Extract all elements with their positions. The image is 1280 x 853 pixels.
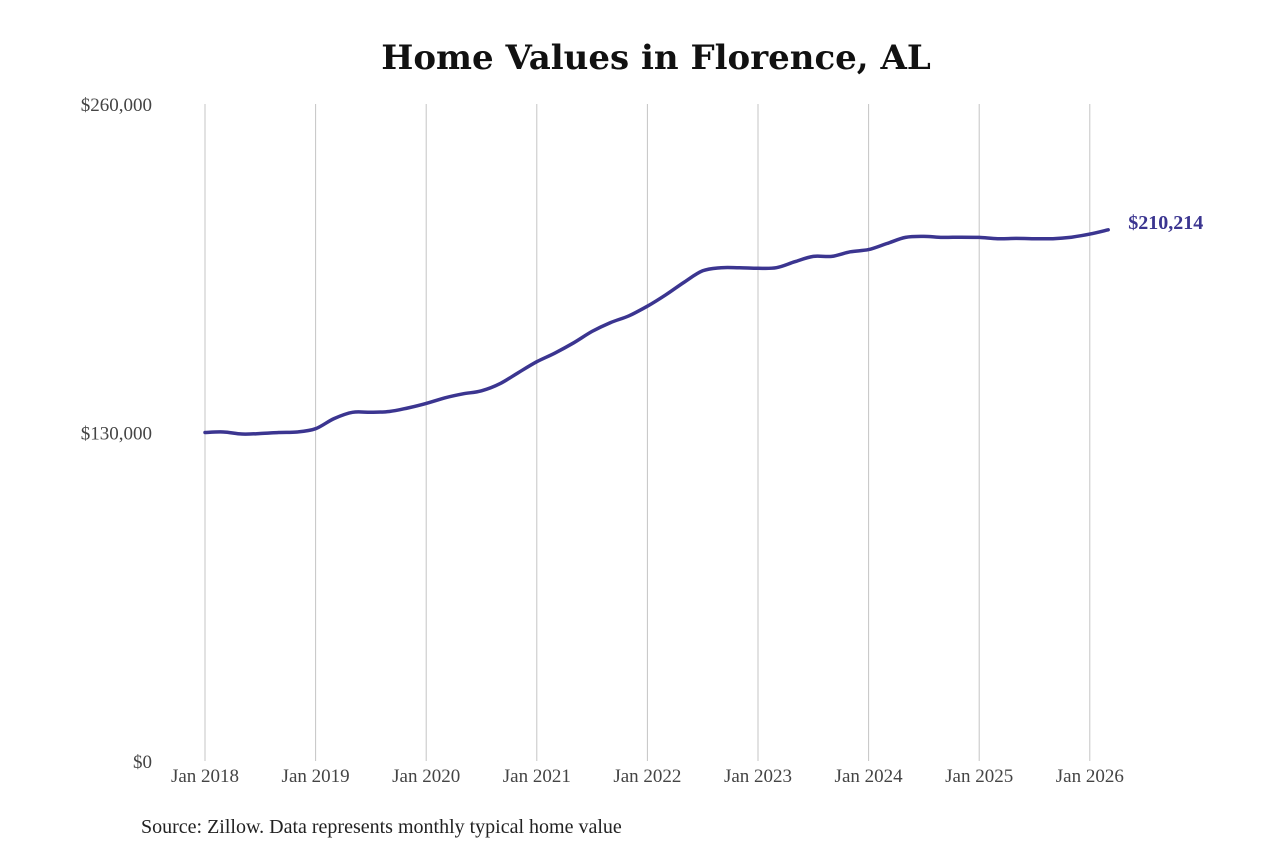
y-tick-label: $130,000	[81, 424, 152, 445]
y-tick-label: $0	[133, 752, 152, 773]
x-axis-ticks: Jan 2018 Jan 2019 Jan 2020 Jan 2021 Jan 2022…	[171, 766, 1124, 787]
x-tick-label: Jan 2020	[392, 766, 460, 787]
x-tick-label: Jan 2024	[835, 766, 904, 787]
chart-title: Home Values in Florence, AL	[381, 38, 931, 78]
y-tick-label: $260,000	[81, 95, 152, 116]
grid-lines	[204, 104, 1091, 761]
source-note: Source: Zillow. Data represents monthly …	[141, 816, 622, 838]
x-tick-label: Jan 2018	[171, 766, 239, 787]
x-tick-label: Jan 2019	[282, 766, 350, 787]
x-tick-label: Jan 2025	[945, 766, 1013, 787]
end-value-label: $210,214	[1128, 212, 1203, 234]
series-layer: $210,214	[203, 212, 1203, 436]
series-line	[203, 228, 1110, 436]
x-tick-label: Jan 2026	[1056, 766, 1124, 787]
x-tick-label: Jan 2022	[613, 766, 681, 787]
x-tick-label: Jan 2021	[503, 766, 571, 787]
x-tick-label: Jan 2023	[724, 766, 792, 787]
y-axis-ticks: $0 $130,000 $260,000	[81, 95, 152, 773]
